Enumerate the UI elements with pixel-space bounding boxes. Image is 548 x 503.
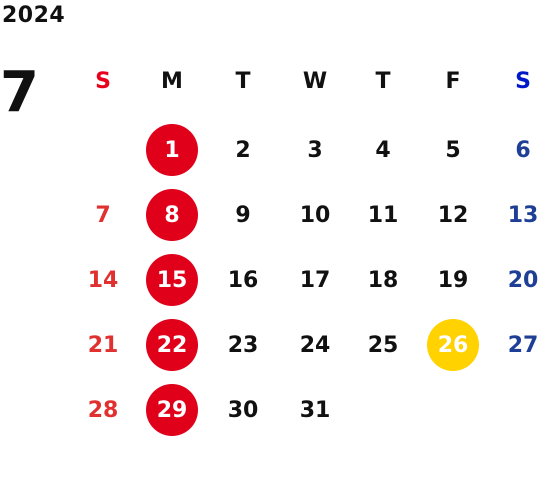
day-cell: 28 [73, 384, 133, 436]
weekday-header: S [95, 68, 111, 94]
day-cell: 25 [353, 319, 413, 371]
day-number: 18 [367, 267, 399, 293]
day-cell: 27 [493, 319, 548, 371]
day-cell: 15 [142, 254, 202, 306]
day-number: 2 [235, 137, 251, 163]
weekday-header: S [515, 68, 531, 94]
day-cell: 10 [285, 189, 345, 241]
day-number: 25 [367, 332, 399, 358]
day-cell: 19 [423, 254, 483, 306]
day-number: 13 [507, 202, 539, 228]
day-number: 8 [164, 202, 180, 228]
day-number: 12 [437, 202, 469, 228]
day-cell: 16 [213, 254, 273, 306]
day-cell: 24 [285, 319, 345, 371]
day-cell: 7 [73, 189, 133, 241]
day-number: 20 [507, 267, 539, 293]
day-number: 10 [299, 202, 331, 228]
day-number: 7 [95, 202, 111, 228]
day-number: 19 [437, 267, 469, 293]
day-number: 23 [227, 332, 259, 358]
day-cell: 11 [353, 189, 413, 241]
holiday-marker [146, 319, 198, 371]
day-cell: 6 [493, 124, 548, 176]
day-cell: 12 [423, 189, 483, 241]
weekday-header: F [445, 68, 461, 94]
day-number: 11 [367, 202, 399, 228]
day-number: 31 [299, 397, 331, 423]
day-cell: 3 [285, 124, 345, 176]
day-number: 27 [507, 332, 539, 358]
day-number: 6 [515, 137, 531, 163]
day-cell: 23 [213, 319, 273, 371]
day-cell: 22 [142, 319, 202, 371]
day-cell: 21 [73, 319, 133, 371]
holiday-marker [146, 124, 198, 176]
day-cell: 5 [423, 124, 483, 176]
day-cell: 4 [353, 124, 413, 176]
day-number: 3 [307, 137, 323, 163]
holiday-marker [146, 254, 198, 306]
day-cell: 20 [493, 254, 548, 306]
day-number: 14 [87, 267, 119, 293]
day-number: 30 [227, 397, 259, 423]
day-number: 17 [299, 267, 331, 293]
year-label: 2024 [2, 3, 66, 28]
day-cell: 1 [142, 124, 202, 176]
month-number: 7 [0, 60, 39, 125]
day-number: 16 [227, 267, 259, 293]
holiday-marker [146, 189, 198, 241]
weekday-header: M [161, 68, 183, 94]
day-cell: 2 [213, 124, 273, 176]
day-cell: 8 [142, 189, 202, 241]
day-number: 5 [445, 137, 461, 163]
day-number: 4 [375, 137, 391, 163]
weekday-header: T [235, 68, 251, 94]
day-cell: 29 [142, 384, 202, 436]
day-cell: 14 [73, 254, 133, 306]
day-cell: 17 [285, 254, 345, 306]
day-number: 29 [156, 397, 188, 423]
day-cell: 26 [423, 319, 483, 371]
highlight-marker [427, 319, 479, 371]
holiday-marker [146, 384, 198, 436]
day-cell: 31 [285, 384, 345, 436]
day-cell: 9 [213, 189, 273, 241]
day-number: 22 [156, 332, 188, 358]
day-number: 28 [87, 397, 119, 423]
day-number: 9 [235, 202, 251, 228]
weekday-header: W [302, 68, 328, 94]
day-number: 26 [437, 332, 469, 358]
day-number: 24 [299, 332, 331, 358]
day-cell: 30 [213, 384, 273, 436]
day-number: 21 [87, 332, 119, 358]
day-cell: 13 [493, 189, 548, 241]
day-number: 1 [164, 137, 180, 163]
day-number: 15 [156, 267, 188, 293]
day-cell: 18 [353, 254, 413, 306]
weekday-header: T [375, 68, 391, 94]
